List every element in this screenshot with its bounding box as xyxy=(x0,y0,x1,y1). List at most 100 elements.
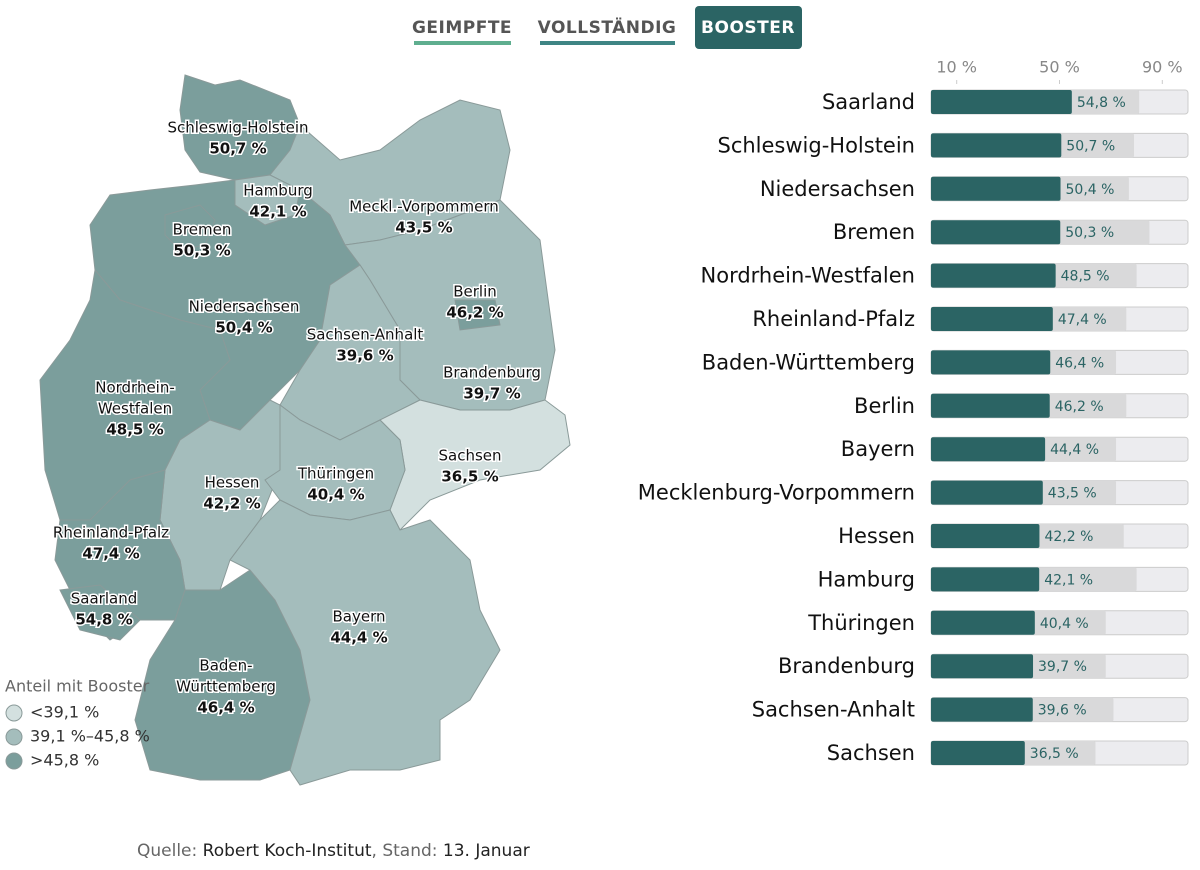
value-label: 40,4 % xyxy=(1040,616,1089,632)
x-tick-label: 50 % xyxy=(1039,58,1080,77)
state-label: Baden- xyxy=(199,657,252,675)
state-label: Hamburg xyxy=(243,182,313,200)
category-label: Hessen xyxy=(838,524,915,548)
state-label: Schleswig-Holstein xyxy=(167,119,308,137)
value-label: 50,4 % xyxy=(1066,182,1115,198)
bar xyxy=(931,350,1051,375)
bar xyxy=(931,307,1053,331)
category-label: Sachsen-Anhalt xyxy=(752,698,915,722)
state-value: 39,6 % xyxy=(336,347,393,365)
source-line: Quelle: Robert Koch-Institut, Stand: 13.… xyxy=(137,841,530,861)
state-label: Sachsen-Anhalt xyxy=(307,326,424,344)
tab-booster[interactable]: BOOSTER xyxy=(701,18,795,38)
category-label: Mecklenburg-Vorpommern xyxy=(638,481,915,505)
category-label: Hamburg xyxy=(818,567,915,591)
source-date: 13. Januar xyxy=(443,841,530,861)
category-label: Brandenburg xyxy=(778,654,915,678)
state-label: Saarland xyxy=(71,590,137,608)
tab-geimpfte[interactable]: GEIMPFTE xyxy=(412,18,512,38)
state-label: Westfalen xyxy=(98,400,172,418)
state-label: Niedersachsen xyxy=(189,298,300,316)
bar-chart: 10 % 50 % 90 % Saarland 54,8 % Schleswig-Hols… xyxy=(638,58,1189,766)
legend-swatch xyxy=(5,752,23,770)
state-value: 42,1 % xyxy=(249,203,306,221)
state-region xyxy=(454,299,501,331)
bar xyxy=(931,654,1034,679)
legend-label: >45,8 % xyxy=(30,751,99,770)
value-label: 44,4 % xyxy=(1050,442,1099,458)
value-label: 42,2 % xyxy=(1044,529,1093,545)
bar xyxy=(931,697,1033,722)
state-value: 50,3 % xyxy=(173,242,230,260)
source-stand: , Stand: xyxy=(372,841,438,861)
state-region xyxy=(229,499,501,786)
category-label: Bayern xyxy=(841,437,915,461)
tab-vollstaendig[interactable]: VOLLSTÄNDIG xyxy=(538,16,677,38)
state-value: 44,4 % xyxy=(330,629,387,647)
state-label: Sachsen xyxy=(438,447,501,465)
state-label: Brandenburg xyxy=(443,364,541,382)
tab-active-bg[interactable] xyxy=(695,6,802,49)
value-label: 54,8 % xyxy=(1077,95,1126,111)
tab-underline xyxy=(414,41,511,45)
value-label: 46,4 % xyxy=(1055,355,1104,371)
value-label: 43,5 % xyxy=(1048,486,1097,502)
legend-swatch xyxy=(5,704,23,722)
legend-label: 39,1 %–45,8 % xyxy=(30,727,150,746)
state-value: 54,8 % xyxy=(75,611,132,629)
source-label: Quelle: xyxy=(137,841,197,861)
state-value: 50,7 % xyxy=(209,140,266,158)
state-label: Nordrhein- xyxy=(95,379,175,397)
state-value: 47,4 % xyxy=(82,545,139,563)
state-label: Thüringen xyxy=(297,465,374,483)
bar xyxy=(931,480,1043,505)
source-name: Robert Koch-Institut xyxy=(203,841,372,861)
category-label: Saarland xyxy=(822,90,915,114)
category-label: Rheinland-Pfalz xyxy=(752,307,915,331)
bar xyxy=(931,90,1072,114)
legend-label: <39,1 % xyxy=(30,703,99,722)
value-label: 36,5 % xyxy=(1030,746,1079,762)
value-label: 47,4 % xyxy=(1058,312,1107,328)
legend-title: Anteil mit Booster xyxy=(5,677,150,696)
value-label: 48,5 % xyxy=(1061,269,1110,285)
value-label: 50,7 % xyxy=(1066,138,1115,154)
state-label: Meckl.-Vorpommern xyxy=(349,198,499,216)
state-region xyxy=(234,174,301,226)
state-label: Rheinland-Pfalz xyxy=(53,524,169,542)
value-label: 39,7 % xyxy=(1038,659,1087,675)
category-label: Bremen xyxy=(833,220,915,244)
state-value: 46,4 % xyxy=(197,699,254,717)
category-label: Baden-Württemberg xyxy=(702,350,915,374)
x-tick-label: 90 % xyxy=(1142,58,1183,77)
bar xyxy=(931,176,1061,201)
value-label: 46,2 % xyxy=(1055,399,1104,415)
state-value: 46,2 % xyxy=(446,304,503,322)
state-value: 43,5 % xyxy=(395,219,452,237)
tab-underline xyxy=(540,41,675,45)
state-value: 50,4 % xyxy=(215,319,272,337)
state-region xyxy=(59,584,141,641)
bar xyxy=(931,263,1056,288)
bar xyxy=(931,437,1046,462)
value-label: 42,1 % xyxy=(1044,572,1093,588)
category-label: Sachsen xyxy=(827,741,915,765)
state-label: Bremen xyxy=(173,221,232,239)
category-label: Berlin xyxy=(854,394,915,418)
category-label: Thüringen xyxy=(807,611,915,635)
state-value: 36,5 % xyxy=(441,468,498,486)
state-label: Württemberg xyxy=(176,678,276,696)
bar xyxy=(931,220,1061,245)
category-label: Niedersachsen xyxy=(760,177,915,201)
bar xyxy=(931,393,1050,418)
category-label: Schleswig-Holstein xyxy=(717,133,915,157)
state-label: Bayern xyxy=(333,608,386,626)
state-value: 48,5 % xyxy=(106,421,163,439)
x-tick-label: 10 % xyxy=(936,58,977,77)
bar xyxy=(931,524,1040,548)
bar xyxy=(931,741,1025,765)
state-value: 39,7 % xyxy=(463,385,520,403)
bar xyxy=(931,133,1062,158)
